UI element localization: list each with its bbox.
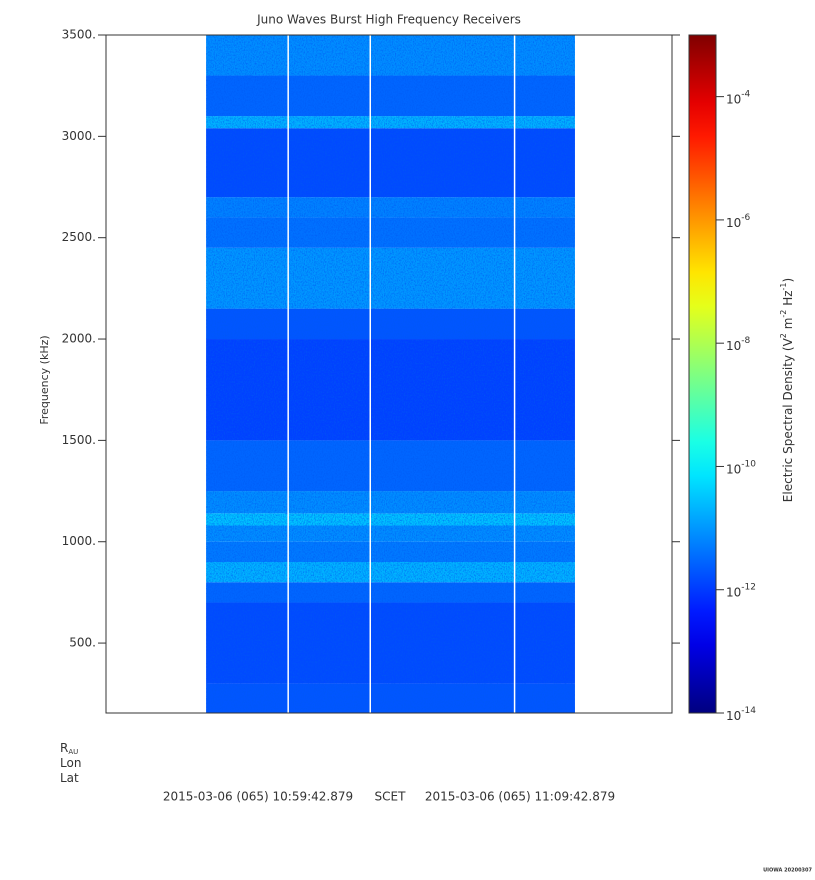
- spectrogram-texture: [206, 35, 575, 713]
- ephemeris-name-part: Lat: [60, 771, 79, 785]
- start-time: 2015-03-06 (065) 10:59:42.879: [163, 790, 353, 804]
- colorbar-tick-base: 10: [726, 92, 741, 106]
- ephemeris-name-part: Lon: [60, 756, 81, 770]
- colorbar-label: Electric Spectral Density (V2 m-2 Hz-1): [779, 278, 795, 502]
- ephemeris-name: Lat: [60, 771, 79, 785]
- colorbar-tick-base: 10: [726, 585, 741, 599]
- colorbar-label-exponent: -1: [779, 283, 788, 291]
- ephemeris-name-part: R: [60, 741, 68, 755]
- colorbar-tick-label: 10-10: [726, 459, 756, 476]
- colorbar-tick-exponent: -6: [741, 212, 750, 222]
- colorbar-tick-label: 10-4: [726, 89, 751, 106]
- colorbar-tick-exponent: -14: [741, 706, 756, 716]
- colorbar-tick-label: 10-12: [726, 582, 756, 599]
- colorbar-tick-base: 10: [726, 215, 741, 229]
- colorbar-tick-base: 10: [726, 339, 741, 353]
- y-tick-label: 1000.: [62, 534, 96, 548]
- colorbar-label-exponent: -2: [779, 310, 788, 318]
- plot-frame: [105, 34, 673, 714]
- colorbar-label-part: m: [781, 318, 795, 334]
- colorbar: [688, 34, 717, 714]
- chart-title: Juno Waves Burst High Frequency Receiver…: [256, 13, 521, 27]
- ephemeris-subscript: AU: [68, 748, 78, 756]
- colorbar-label-part: Hz: [781, 290, 795, 309]
- end-time: 2015-03-06 (065) 11:09:42.879: [425, 790, 615, 804]
- colorbar-label-part: Electric Spectral Density (V: [781, 337, 795, 502]
- y-tick-label: 500.: [69, 636, 96, 650]
- y-tick-label: 1500.: [62, 433, 96, 447]
- colorbar-tick-exponent: -4: [741, 89, 750, 99]
- y-axis-label: Frequency (kHz): [38, 335, 51, 424]
- colorbar-tick-label: 10-14: [726, 706, 756, 723]
- ephemeris-name: RAU: [60, 741, 78, 757]
- y-tick-label: 2500.: [62, 230, 96, 244]
- colorbar-tick-exponent: -12: [741, 582, 756, 592]
- colorbar-tick-exponent: -8: [741, 336, 750, 346]
- colorbar-tick-exponent: -10: [741, 459, 756, 469]
- colorbar-label-exponent: 2: [779, 333, 788, 338]
- colorbar-tick-base: 10: [726, 462, 741, 476]
- scet-label: SCET: [375, 790, 407, 804]
- colorbar-label-part: ): [781, 278, 795, 283]
- ephemeris-name: Lon: [60, 756, 81, 770]
- y-tick-label: 2000.: [62, 332, 96, 346]
- colorbar-tick-base: 10: [726, 709, 741, 723]
- y-tick-label: 3500.: [62, 28, 96, 42]
- footer: UIOWA 20200307: [763, 868, 812, 874]
- colorbar-tick-label: 10-8: [726, 336, 751, 353]
- y-tick-label: 3000.: [62, 129, 96, 143]
- colorbar-tick-label: 10-6: [726, 212, 751, 229]
